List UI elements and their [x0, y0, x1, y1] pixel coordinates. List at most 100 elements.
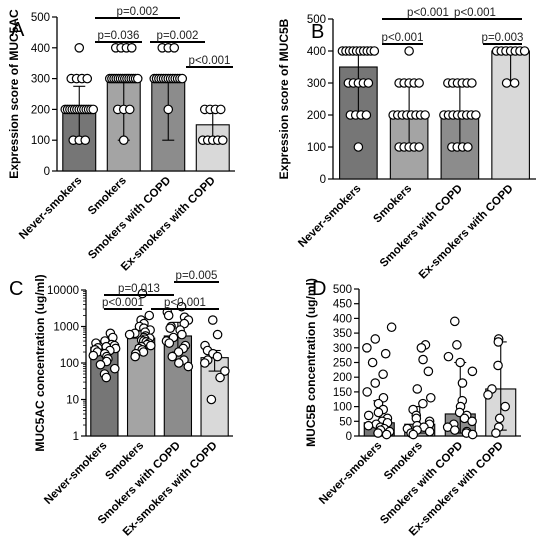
- data-point: [420, 110, 430, 120]
- data-point: [177, 329, 187, 340]
- y-tick-label: 500: [333, 284, 352, 296]
- x-tick-label: Never-smokers: [17, 175, 84, 242]
- data-point: [449, 316, 460, 327]
- y-tick-label: 0: [44, 166, 50, 178]
- data-point: [220, 366, 230, 376]
- data-point: [80, 135, 91, 145]
- data-point: [144, 310, 155, 321]
- data-point: [471, 110, 481, 120]
- panel-d: D 0 50 100 150 200 250 300 350 400 450 500 MUC5B con…: [304, 278, 521, 539]
- x-tick-label: Ex-smokers with COPD: [417, 183, 516, 282]
- data-point: [370, 334, 381, 344]
- y-tick-label: 300: [31, 74, 50, 86]
- data-point: [199, 358, 210, 368]
- panel-b: B 0 100 200 300 400 500 Expression score of MUC…: [277, 7, 536, 282]
- p-value-label: p=0.002: [117, 6, 159, 18]
- y-axis-label: MUC5AC concentration (ug/ml): [33, 274, 47, 451]
- data-point: [363, 420, 374, 431]
- y-axis-label: Expression score of MUC5B: [277, 18, 291, 179]
- y-tick-label: 250: [333, 358, 352, 370]
- data-point: [215, 104, 226, 115]
- data-point: [467, 429, 478, 440]
- data-point: [414, 142, 424, 152]
- data-point: [381, 429, 392, 440]
- data-point: [95, 359, 106, 370]
- x-tick-label: Smokers: [382, 440, 425, 483]
- p-value-label: p=0.013: [118, 283, 160, 295]
- data-point: [206, 394, 217, 405]
- y-axis-label: Expression score of MUC5AC: [7, 9, 21, 179]
- data-point: [367, 357, 378, 368]
- data-point: [483, 390, 493, 400]
- data-point: [423, 366, 434, 377]
- y-tick-label: 300: [333, 343, 352, 355]
- y-tick-label: 450: [333, 299, 352, 311]
- data-point: [361, 110, 372, 120]
- data-point: [455, 357, 465, 368]
- data-point: [414, 78, 424, 88]
- data-point: [408, 429, 419, 440]
- data-point: [493, 337, 504, 347]
- data-point: [418, 398, 428, 409]
- data-point: [88, 350, 99, 361]
- y-tick-label: 300: [307, 78, 326, 90]
- x-tick-label: Smokers: [86, 175, 129, 218]
- data-point: [126, 42, 137, 53]
- data-point: [491, 428, 501, 438]
- data-point: [373, 428, 383, 438]
- y-tick-label: 1000: [53, 322, 79, 334]
- y-axis-label: MUC5B concentration (ug/ml): [304, 278, 318, 447]
- data-point: [418, 354, 428, 365]
- data-point: [165, 323, 176, 333]
- data-point: [169, 42, 180, 53]
- data-point: [501, 78, 512, 88]
- data-point: [212, 351, 223, 362]
- data-point: [467, 416, 477, 427]
- panel-letter: D: [312, 278, 326, 300]
- data-point: [207, 315, 218, 325]
- p-value-label: p<0.001: [189, 55, 231, 67]
- panel-letter: C: [9, 278, 23, 300]
- x-tick-label: Never-smokers: [42, 440, 109, 507]
- data-point: [467, 366, 478, 377]
- data-point: [452, 340, 462, 350]
- y-tick-label: 100: [31, 135, 50, 147]
- y-tick-label: 350: [333, 328, 352, 340]
- p-value-label: p<0.001: [407, 7, 449, 19]
- x-tick-label: Smokers with COPD: [86, 175, 173, 262]
- data-point: [494, 413, 505, 424]
- y-tick-label: 100: [307, 142, 326, 154]
- data-point: [163, 310, 174, 321]
- data-point: [353, 142, 364, 152]
- data-point: [416, 342, 427, 353]
- data-point: [424, 426, 435, 437]
- data-point: [138, 347, 149, 357]
- p-value-label: p=0.003: [482, 32, 524, 44]
- y-tick-label: 400: [333, 313, 352, 325]
- data-point: [130, 351, 140, 362]
- p-value-label: p=0.002: [157, 30, 199, 42]
- y-tick-label: 500: [31, 12, 50, 24]
- y-tick-label: 50: [339, 416, 352, 428]
- data-point: [425, 392, 436, 403]
- data-point: [493, 360, 503, 371]
- data-point: [457, 378, 468, 388]
- data-point: [74, 42, 85, 53]
- data-point: [500, 401, 510, 412]
- data-point: [509, 78, 520, 88]
- y-tick-label: 10000: [47, 285, 79, 297]
- data-point: [443, 351, 454, 362]
- y-tick-label: 150: [333, 387, 352, 399]
- p-value-label: p<0.001: [164, 297, 206, 309]
- data-point: [467, 78, 477, 88]
- data-point: [404, 46, 414, 56]
- x-tick-label: Smokers with COPD: [378, 440, 465, 527]
- panel-letter: A: [11, 19, 25, 41]
- data-point: [373, 407, 384, 418]
- x-tick-label: Ex-smokers with COPD: [119, 175, 218, 274]
- y-tick-label: 1: [73, 431, 79, 443]
- data-point: [124, 329, 135, 340]
- data-point: [109, 363, 120, 374]
